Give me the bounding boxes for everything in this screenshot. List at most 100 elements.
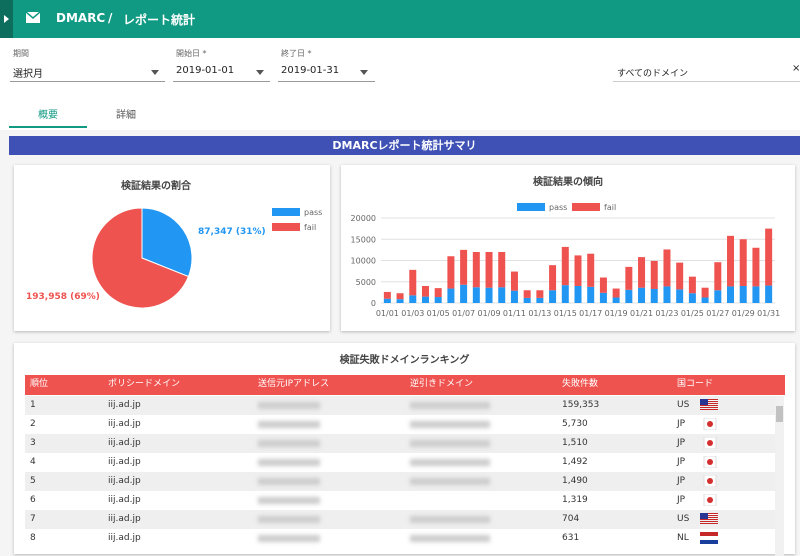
bar-segment — [460, 285, 467, 303]
bar-segment — [752, 248, 759, 287]
bar-segment — [663, 286, 670, 303]
bar-segment — [740, 286, 747, 303]
scroll-thumb[interactable] — [776, 406, 783, 422]
table-cell: iij.ad.jp — [108, 396, 141, 415]
y-tick-label: 20000 — [351, 214, 376, 223]
table-cell: 5 — [30, 472, 36, 491]
tab-detail[interactable]: 詳細 — [87, 106, 165, 121]
bar-segment — [397, 293, 404, 299]
bar-segment — [562, 247, 569, 285]
value-label: 87,347 (31%) — [198, 227, 266, 237]
bar-segment — [600, 293, 607, 303]
y-tick-label: 15000 — [351, 235, 376, 244]
table-cell: 1,510 — [562, 434, 588, 453]
table-cell: US — [677, 510, 689, 529]
bar-segment — [524, 290, 531, 298]
bar-segment — [575, 255, 582, 286]
table-row: 7iij.ad.jp704US — [25, 510, 775, 529]
table-cell: 704 — [562, 510, 579, 529]
drawer-toggle[interactable] — [0, 0, 13, 38]
country-flag — [700, 532, 718, 544]
legend-swatch — [272, 223, 300, 231]
legend-swatch — [517, 203, 545, 211]
clear-button[interactable]: × — [792, 63, 800, 74]
bar-segment — [498, 252, 505, 287]
table-cell: iij.ad.jp — [108, 529, 141, 548]
bar-segment — [638, 288, 645, 303]
bar-segment — [549, 265, 556, 290]
dropdown-caret — [151, 70, 159, 75]
x-tick-label: 01/25 — [681, 309, 704, 318]
filter-label: 終了日 * — [281, 48, 312, 59]
x-tick-label: 01/21 — [630, 309, 653, 318]
bar-segment — [549, 290, 556, 303]
table-cell: 1,319 — [562, 491, 588, 510]
page-title: レポート統計 — [123, 11, 195, 28]
x-tick-label: 01/27 — [706, 309, 729, 318]
column-header: 国コード — [677, 375, 713, 394]
bar-segment — [498, 287, 505, 303]
bar-segment — [765, 286, 772, 303]
domain-filter[interactable]: すべてのドメイン — [617, 66, 688, 79]
legend-label: pass — [549, 203, 567, 212]
bar-segment — [702, 288, 709, 298]
x-tick-label: 01/05 — [427, 309, 450, 318]
table-row: 3iij.ad.jp1,510JP — [25, 434, 775, 453]
bar-segment — [447, 256, 454, 288]
drawer-arrow — [4, 15, 9, 23]
bar-segment — [409, 270, 416, 296]
table-cell: US — [677, 396, 689, 415]
bar-segment — [422, 297, 429, 303]
end-date[interactable]: 2019-01-31 — [281, 65, 339, 76]
dropdown-caret — [360, 70, 368, 75]
input-underline — [613, 81, 800, 82]
tab-overview[interactable]: 概要 — [9, 106, 87, 121]
bar-segment — [511, 272, 518, 291]
filter-label: 期間 — [13, 48, 29, 59]
column-header: 順位 — [30, 375, 48, 394]
bar-segment — [447, 289, 454, 303]
table-cell: 159,353 — [562, 396, 599, 415]
x-tick-label: 01/03 — [401, 309, 424, 318]
bar-segment — [702, 297, 709, 303]
bar-segment — [473, 287, 480, 303]
x-tick-label: 01/01 — [376, 309, 399, 318]
blurred-cell — [258, 516, 320, 523]
filter-label: 開始日 * — [176, 48, 207, 59]
app-name: DMARC — [56, 11, 105, 25]
x-tick-label: 01/23 — [655, 309, 678, 318]
bar-segment — [536, 298, 543, 303]
dropdown-caret — [256, 70, 264, 75]
country-flag — [700, 494, 718, 506]
table-cell: 6 — [30, 491, 36, 510]
table-cell: 631 — [562, 529, 579, 548]
scrollbar[interactable] — [775, 396, 784, 556]
bar-segment — [689, 277, 696, 294]
bar-segment — [397, 299, 404, 303]
table-cell: 2 — [30, 415, 36, 434]
chart-title: 検証結果の傾向 — [533, 175, 603, 188]
start-date[interactable]: 2019-01-01 — [176, 65, 234, 76]
country-flag — [700, 399, 718, 411]
select-underline — [278, 81, 375, 82]
table-row: 1iij.ad.jp159,353US — [25, 396, 775, 415]
table-cell: 3 — [30, 434, 36, 453]
x-tick-label: 01/17 — [579, 309, 602, 318]
bar-segment — [536, 290, 543, 298]
bar-segment — [752, 286, 759, 303]
x-tick-label: 01/07 — [452, 309, 475, 318]
pie-card: 検証結果の割合87,347 (31%)193,958 (69%)passfail — [14, 165, 330, 331]
breadcrumb-separator: / — [108, 11, 112, 25]
blurred-cell — [258, 402, 320, 409]
table-cell: iij.ad.jp — [108, 491, 141, 510]
table-cell: JP — [677, 434, 685, 453]
bar-segment — [676, 289, 683, 303]
bar-segment — [638, 257, 645, 288]
blurred-cell — [258, 440, 320, 447]
bar-segment — [460, 250, 467, 285]
period-select[interactable]: 選択月 — [13, 65, 43, 80]
country-flag — [700, 456, 718, 468]
bar-segment — [587, 254, 594, 287]
blurred-cell — [410, 478, 490, 485]
